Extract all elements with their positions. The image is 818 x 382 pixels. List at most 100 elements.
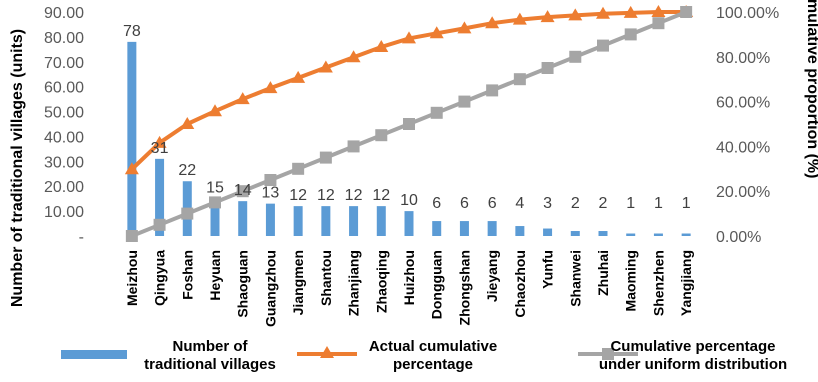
line-point xyxy=(236,185,249,198)
x-tick-label: Shenzhen xyxy=(650,250,666,316)
legend-label: Number of xyxy=(173,338,249,355)
bar-data-label: 15 xyxy=(206,180,224,197)
x-tick-label: Yunfu xyxy=(540,250,556,289)
line-point xyxy=(264,174,277,186)
x-tick-label: Jiangmen xyxy=(290,250,306,315)
legend-marker xyxy=(320,346,334,358)
line-point xyxy=(651,5,666,17)
line-point xyxy=(235,92,250,105)
bar xyxy=(653,233,663,236)
y-axis-right-title: Cumulative proportion (%) xyxy=(804,0,818,178)
line-point xyxy=(402,31,416,44)
y-tick-label: 20.00 xyxy=(44,179,84,196)
bar-data-label: 78 xyxy=(123,23,141,40)
bar xyxy=(127,41,137,236)
y-tick-label: 10.00 xyxy=(44,204,84,221)
line-point xyxy=(291,70,306,83)
y2-tick-label: 20.00% xyxy=(716,184,770,201)
bar xyxy=(570,231,580,236)
legend-label: under uniform distribution xyxy=(599,356,787,373)
line-point xyxy=(485,16,500,29)
line-series xyxy=(124,5,694,242)
bar xyxy=(238,201,248,236)
x-axis-categories: Meizhou Qingyua Foshan Heyuan Shaoguan Guangz… xyxy=(124,250,694,327)
line-point xyxy=(652,17,665,30)
bar-data-label: 3 xyxy=(543,195,552,212)
x-tick-label: Shanwei xyxy=(567,250,583,307)
legend-label: percentage xyxy=(393,356,473,373)
x-tick-label: Zhaoqing xyxy=(373,250,389,313)
bar xyxy=(543,228,553,236)
x-tick-label: Jieyang xyxy=(484,250,500,302)
bar-data-label: 2 xyxy=(571,195,580,212)
bar-data-label: 12 xyxy=(372,187,390,204)
y-axis-left-title: Number of traditional villages (units) xyxy=(9,29,26,307)
line-point xyxy=(512,12,527,25)
bar xyxy=(404,211,414,236)
x-tick-label: Zhongshan xyxy=(456,250,472,325)
bar-data-label: 1 xyxy=(654,195,663,212)
line-point xyxy=(458,95,471,108)
line-point xyxy=(347,140,360,153)
line-point xyxy=(125,230,138,242)
bar-data-label: 12 xyxy=(345,187,363,204)
legend-label: Actual cumulative xyxy=(369,338,497,355)
x-tick-label: Foshan xyxy=(179,250,195,300)
line-point xyxy=(403,118,415,130)
y2-tick-label: 80.00% xyxy=(716,50,770,67)
y-tick-label: 30.00 xyxy=(44,154,84,171)
bar xyxy=(459,221,469,236)
bar-data-label: 1 xyxy=(626,195,635,212)
line-point xyxy=(568,8,583,21)
bar-data-label: 22 xyxy=(178,162,196,179)
line-point xyxy=(597,39,609,52)
bar xyxy=(321,206,331,236)
line-point xyxy=(319,151,332,164)
bar xyxy=(515,226,525,236)
line-point xyxy=(263,81,278,94)
y2-tick-label: 0.00% xyxy=(716,229,761,246)
y-tick-label: 80.00 xyxy=(44,30,84,47)
line-point xyxy=(540,10,555,23)
x-tick-label: Chaozhou xyxy=(512,250,528,318)
x-tick-label: Zhuhai xyxy=(595,250,611,296)
bar xyxy=(265,203,275,236)
line-point xyxy=(209,196,221,209)
bar xyxy=(155,158,165,236)
line-point xyxy=(569,50,582,63)
y2-tick-label: 100.00% xyxy=(716,5,779,22)
y-axis-left-ticks: - 10.00 20.00 30.00 40.00 50.00 60.00 70.00 80.0… xyxy=(44,5,84,246)
x-tick-label: Heyuan xyxy=(207,250,223,301)
bar-data-label: 1 xyxy=(682,195,691,212)
bar-data-label: 13 xyxy=(262,185,280,202)
line-point xyxy=(124,162,139,175)
line-point xyxy=(623,5,638,18)
bar-data-label: 2 xyxy=(599,195,608,212)
bar xyxy=(210,198,220,236)
line-point xyxy=(318,60,333,73)
y-tick-label: 60.00 xyxy=(44,80,84,97)
bar xyxy=(432,221,442,236)
bar-data-label: 6 xyxy=(432,195,441,212)
bar-data-label: 12 xyxy=(317,187,335,204)
bar-data-label: 10 xyxy=(400,192,418,209)
line-point xyxy=(346,50,361,63)
bar xyxy=(626,233,636,236)
line-point xyxy=(375,129,388,142)
bar xyxy=(681,233,691,236)
x-tick-label: Shantou xyxy=(318,250,334,306)
x-tick-label: Zhanjiang xyxy=(346,250,362,316)
line-point xyxy=(152,135,167,148)
bar-data-label: 6 xyxy=(460,195,469,212)
y-axis-right-ticks: 0.00% 20.00% 40.00% 60.00% 80.00% 100.00% xyxy=(716,5,779,246)
line-point xyxy=(430,106,443,119)
bar xyxy=(376,206,386,236)
x-tick-label: Dongguan xyxy=(429,250,445,319)
legend-marker xyxy=(602,348,614,360)
x-tick-label: Meizhou xyxy=(124,250,140,306)
bar xyxy=(293,206,303,236)
y-tick-label: 90.00 xyxy=(44,5,84,22)
